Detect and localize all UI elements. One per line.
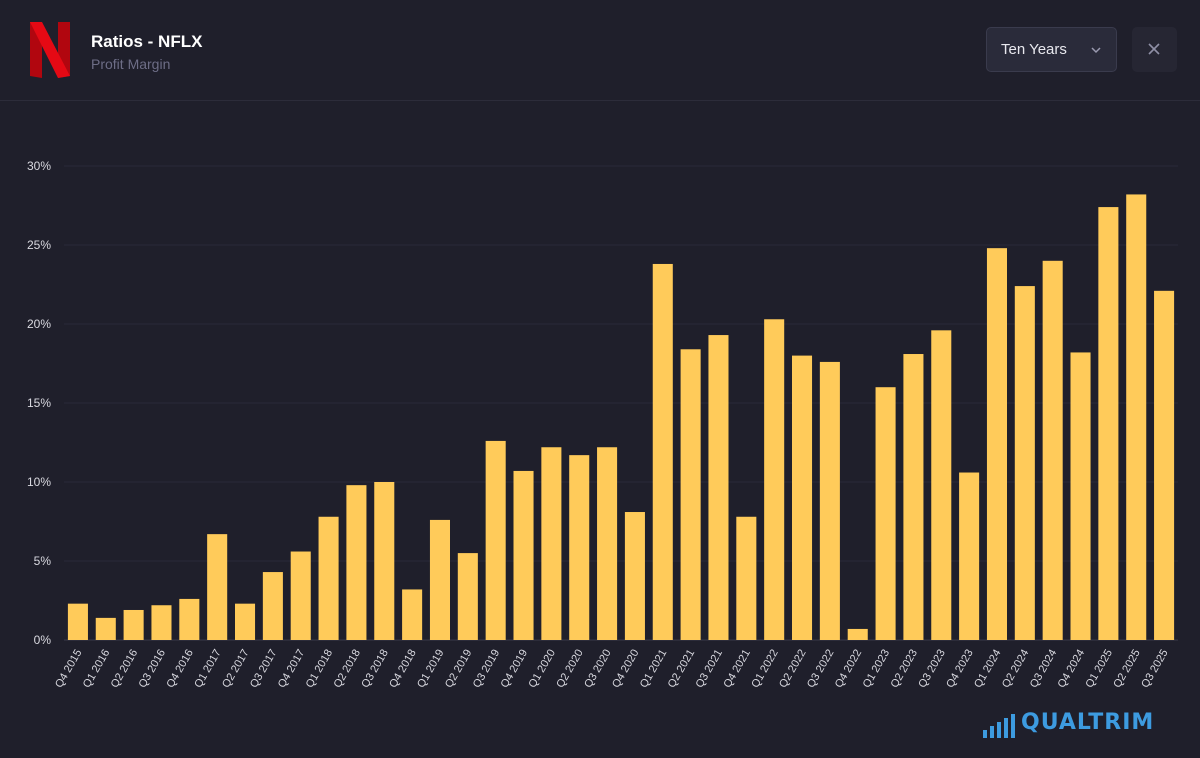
x-tick-label: Q4 2022	[833, 648, 864, 691]
bar	[513, 470, 534, 640]
y-tick-label: 20%	[27, 317, 51, 331]
x-tick-label: Q1 2025	[1083, 648, 1114, 691]
bar	[374, 482, 395, 640]
netflix-logo	[30, 22, 70, 78]
bar	[847, 628, 868, 640]
x-tick-label: Q4 2019	[499, 648, 530, 691]
x-tick-label: Q3 2016	[137, 648, 168, 691]
x-tick-label: Q3 2020	[582, 648, 613, 691]
bar	[959, 472, 980, 640]
x-tick-label: Q2 2016	[109, 648, 140, 691]
x-tick-label: Q2 2019	[443, 648, 474, 691]
bar	[652, 263, 673, 640]
y-tick-label: 5%	[34, 554, 52, 568]
x-tick-label: Q4 2016	[164, 648, 195, 691]
x-tick-label: Q4 2024	[1056, 648, 1087, 691]
x-tick-label: Q3 2023	[916, 648, 947, 691]
time-range-value: Ten Years	[1001, 41, 1067, 58]
x-tick-label: Q4 2020	[610, 648, 641, 691]
x-tick-label: Q2 2018	[332, 648, 363, 691]
bar	[179, 598, 200, 640]
page-subtitle: Profit Margin	[91, 56, 171, 72]
bar	[708, 335, 729, 640]
bar	[346, 485, 367, 640]
bar	[680, 349, 701, 640]
bar	[791, 355, 813, 640]
bar	[1042, 260, 1063, 640]
close-icon	[1148, 43, 1160, 55]
x-tick-label: Q1 2018	[304, 648, 335, 691]
x-tick-label: Q1 2019	[415, 648, 446, 691]
bar	[429, 519, 451, 640]
y-tick-label: 0%	[34, 633, 52, 647]
bar	[541, 447, 562, 640]
bar	[485, 440, 506, 640]
header-bar: Ratios - NFLX Profit Margin Ten Years	[0, 0, 1200, 101]
y-tick-label: 30%	[27, 159, 51, 173]
bar-signal-icon	[983, 714, 1015, 738]
bar	[819, 361, 840, 640]
page-title: Ratios - NFLX	[91, 32, 203, 51]
bar	[624, 512, 645, 640]
close-button[interactable]	[1132, 27, 1177, 72]
bar	[95, 617, 116, 640]
x-tick-label: Q3 2024	[1028, 648, 1059, 691]
x-tick-label: Q1 2017	[192, 648, 223, 691]
bar	[1126, 194, 1147, 640]
chevron-down-icon	[1091, 47, 1101, 54]
brand-name: QUALTRIM	[1021, 710, 1155, 735]
x-tick-label: Q3 2022	[805, 648, 836, 691]
x-tick-label: Q2 2023	[889, 648, 920, 691]
x-tick-label: Q4 2017	[276, 648, 307, 691]
bar	[457, 553, 478, 640]
time-range-dropdown[interactable]: Ten Years	[986, 27, 1117, 72]
bar	[597, 447, 618, 640]
x-tick-label: Q4 2018	[387, 648, 418, 691]
x-tick-label: Q3 2018	[359, 648, 390, 691]
y-tick-label: 15%	[27, 396, 51, 410]
bar	[1014, 286, 1035, 640]
y-tick-label: 10%	[27, 475, 51, 489]
x-tick-label: Q1 2016	[81, 648, 112, 691]
bar	[290, 551, 311, 640]
bar	[1070, 352, 1091, 640]
bar	[931, 330, 952, 640]
x-tick-label: Q2 2021	[666, 648, 697, 691]
x-tick-label: Q1 2024	[972, 648, 1003, 691]
bar	[402, 589, 423, 640]
x-tick-label: Q2 2024	[1000, 648, 1031, 691]
bar	[262, 572, 283, 640]
x-tick-label: Q1 2022	[749, 648, 780, 691]
x-tick-label: Q1 2021	[638, 648, 669, 691]
x-tick-label: Q3 2017	[248, 648, 279, 691]
bar	[207, 534, 228, 640]
x-tick-label: Q3 2019	[471, 648, 502, 691]
bar	[986, 248, 1008, 640]
x-tick-label: Q2 2017	[220, 648, 251, 691]
bar	[234, 603, 256, 640]
bar	[1098, 207, 1119, 640]
x-tick-label: Q1 2020	[526, 648, 557, 691]
x-tick-label: Q4 2021	[721, 648, 752, 691]
bar	[764, 319, 785, 640]
x-tick-label: Q3 2025	[1139, 648, 1170, 691]
bar	[736, 516, 757, 640]
x-tick-label: Q2 2022	[777, 648, 808, 691]
bar	[903, 354, 924, 640]
bar	[569, 455, 590, 640]
bar	[1154, 290, 1175, 640]
bar	[875, 387, 896, 640]
bar	[318, 516, 339, 640]
bar	[123, 609, 144, 640]
x-tick-label: Q2 2025	[1111, 648, 1142, 691]
x-tick-label: Q1 2023	[861, 648, 892, 691]
x-tick-label: Q3 2021	[694, 648, 725, 691]
x-tick-label: Q2 2020	[554, 648, 585, 691]
x-tick-label: Q4 2023	[944, 648, 975, 691]
bar	[151, 605, 172, 640]
y-tick-label: 25%	[27, 238, 51, 252]
x-tick-label: Q4 2015	[53, 648, 84, 691]
bar	[67, 603, 88, 640]
